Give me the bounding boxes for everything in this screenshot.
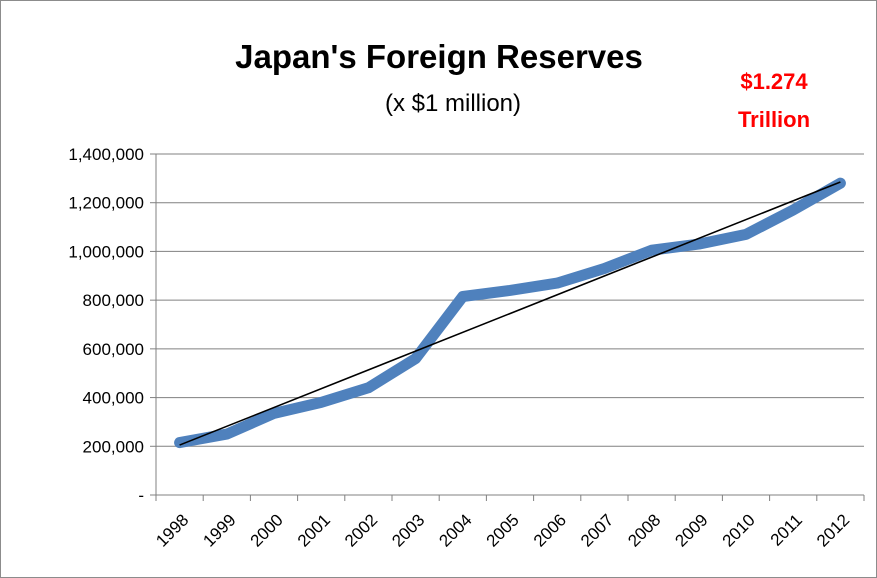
x-axis: 1998 1999 2000 2001 2002 2003 2004 2005 2006 2007… [152, 494, 865, 551]
x-tick-label: 2001 [294, 510, 334, 550]
series-line [174, 177, 846, 449]
grid-lines [156, 153, 864, 447]
data-point [319, 400, 323, 404]
x-tick-label: 2012 [813, 510, 853, 550]
data-point [508, 288, 512, 292]
y-tick-label: 1,200,000 [68, 194, 144, 213]
chart-title: Japan's Foreign Reserves [235, 38, 643, 75]
y-axis: - 200,000 400,000 600,000 800,000 1,000,000 1,… [68, 145, 157, 505]
x-tick-label: 1999 [199, 510, 239, 550]
x-tick-label: 2004 [435, 510, 475, 550]
data-point [650, 248, 654, 252]
trend-line [179, 181, 841, 446]
data-point [791, 208, 795, 212]
data-point [461, 294, 465, 298]
x-tick-label: 2010 [719, 510, 759, 550]
x-tick-label: 2007 [577, 510, 617, 550]
data-point [272, 411, 276, 415]
y-tick-label: 600,000 [83, 340, 144, 359]
chart-subtitle: (x $1 million) [385, 90, 521, 117]
x-tick-label: 1998 [152, 510, 192, 550]
data-point [414, 357, 418, 361]
data-point [555, 281, 559, 285]
x-tick-label: 2002 [341, 510, 381, 550]
y-tick-label: 200,000 [83, 437, 144, 456]
y-tick-label: - [138, 486, 144, 505]
x-tick-label: 2009 [671, 510, 711, 550]
y-tick-label: 1,400,000 [68, 145, 144, 164]
y-tick-label: 800,000 [83, 291, 144, 310]
x-tick-label: 2008 [624, 510, 664, 550]
annotation-line-2: Trillion [738, 107, 810, 132]
annotation-line-1: $1.274 [740, 69, 808, 94]
x-tick-label: 2006 [530, 510, 570, 550]
y-tick-label: 400,000 [83, 389, 144, 408]
data-point [697, 242, 701, 246]
data-point [744, 232, 748, 236]
data-point [366, 386, 370, 390]
x-tick-label: 2011 [767, 510, 806, 549]
series-layer [174, 177, 846, 449]
x-tick-label: 2003 [388, 510, 428, 550]
data-point [602, 266, 606, 270]
y-tick-label: 1,000,000 [68, 242, 144, 261]
data-point [225, 432, 229, 436]
x-tick-label: 2000 [247, 510, 287, 550]
trend-layer [179, 181, 841, 446]
x-tick-label: 2005 [483, 510, 523, 550]
